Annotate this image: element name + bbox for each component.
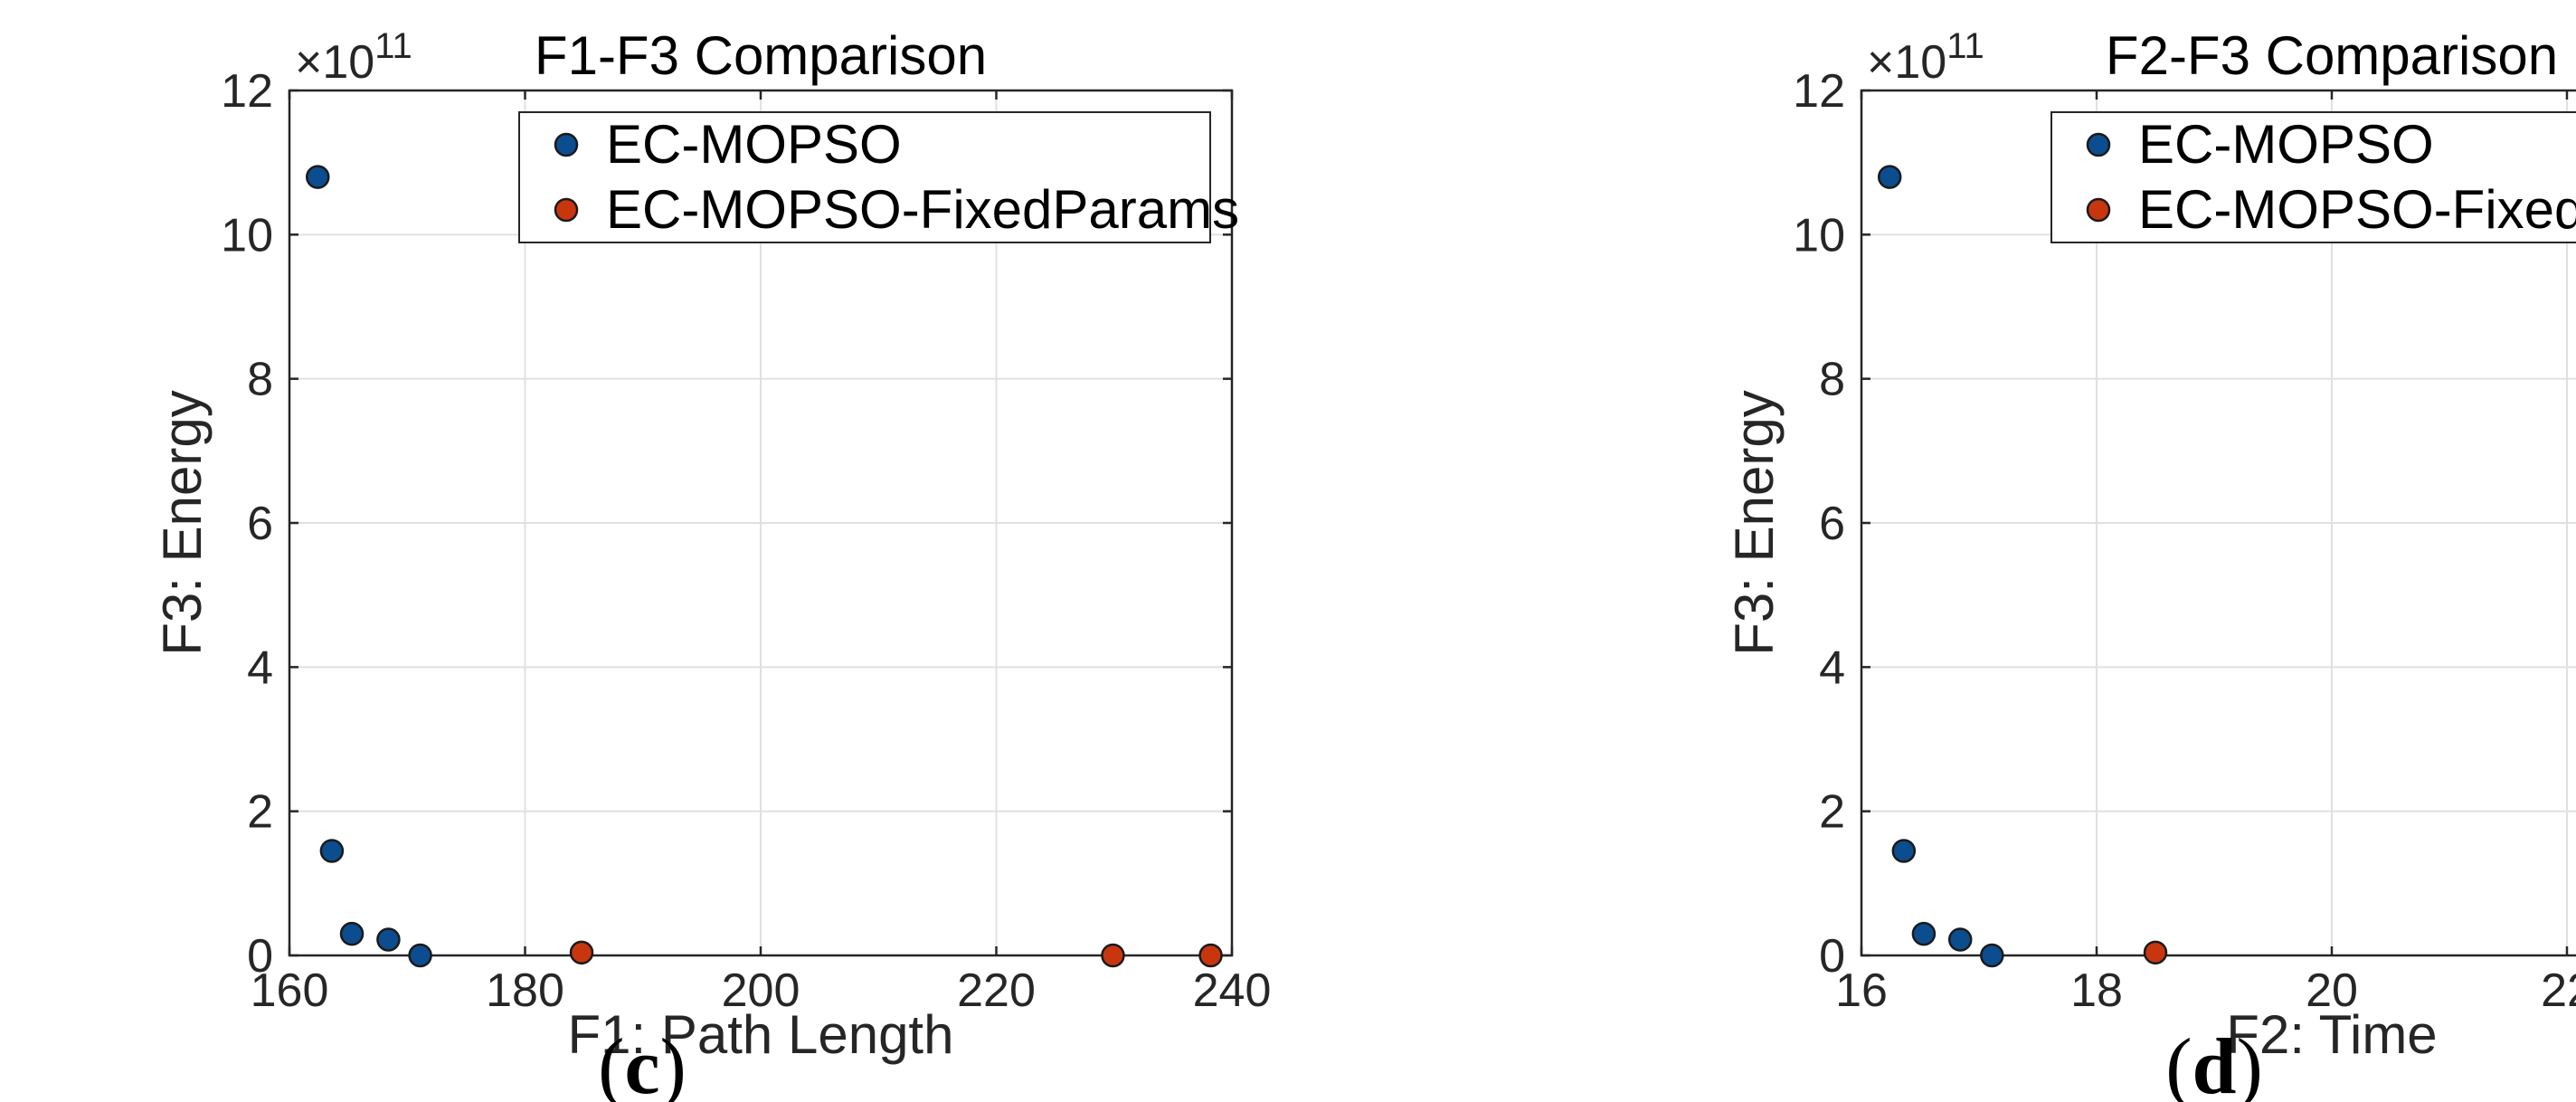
y-tick-label: 8 [247, 354, 273, 406]
data-point [1980, 943, 2004, 968]
legend-marker [554, 132, 579, 157]
x-axis-title: F2: Time [2226, 1004, 2437, 1065]
y-tick-label: 2 [1819, 786, 1845, 839]
y-multiplier: ×1011 [295, 26, 412, 89]
panel-label-close: ) [2236, 1023, 2262, 1102]
data-point [1101, 943, 1125, 968]
y-tick-label: 4 [1819, 641, 1845, 694]
y-multiplier-base: ×10 [1867, 36, 1946, 89]
series-1 [2143, 940, 2168, 965]
y-tick-label: 12 [1793, 65, 1845, 118]
legend-box [518, 111, 1211, 243]
y-tick-label: 4 [247, 641, 273, 694]
y-axis-title: F3: Energy [152, 390, 213, 655]
data-point [319, 839, 345, 863]
x-tick-label: 16 [1835, 964, 1888, 1017]
data-point [339, 921, 365, 946]
y-tick-label: 0 [247, 930, 273, 983]
x-axis-title: F1: Path Length [568, 1004, 954, 1065]
y-tick-label: 10 [1793, 209, 1845, 261]
data-point [569, 940, 594, 965]
data-point [1198, 943, 1223, 968]
data-point [408, 943, 432, 968]
y-tick-label: 6 [1819, 498, 1845, 550]
data-point [306, 165, 330, 189]
x-tick-label: 18 [2070, 964, 2123, 1017]
legend-marker [2086, 197, 2111, 223]
x-tick-label: 180 [486, 964, 564, 1017]
y-multiplier: ×1011 [1867, 26, 1984, 89]
y-multiplier-base: ×10 [295, 36, 374, 89]
x-tick-label: 20 [2306, 964, 2358, 1017]
x-tick-label: 240 [1193, 964, 1272, 1017]
panel-label-open: ( [598, 1023, 624, 1102]
chart-panel-c: 160 180 200 220 240 0 2 4 6 8 10 12 ×1011 F1-F3 Compa… [152, 25, 1271, 1102]
panel-label-letter: d [2192, 1023, 2237, 1102]
legend-marker [554, 197, 579, 223]
legend-label: EC-MOPSO [606, 114, 902, 175]
y-tick-label: 6 [247, 498, 273, 550]
panel-label: (d) [2165, 1023, 2263, 1102]
y-multiplier-exponent: 11 [1946, 26, 1984, 66]
y-tick-label: 10 [221, 209, 273, 261]
y-tick-label: 12 [221, 65, 273, 118]
series-1 [569, 940, 1223, 968]
x-tick-label: 200 [722, 964, 800, 1017]
legend-box [2050, 111, 2576, 243]
data-point [376, 927, 401, 952]
data-point [2143, 940, 2168, 965]
panel-label-close: ) [660, 1023, 687, 1102]
x-tick-label: 22 [2541, 964, 2576, 1017]
data-point [1947, 927, 1973, 952]
chart-title: F2-F3 Comparison [2106, 25, 2558, 86]
panel-label-letter: c [624, 1023, 659, 1102]
data-point [1891, 839, 1917, 863]
legend-marker [2086, 132, 2111, 157]
y-tick-label: 2 [247, 786, 273, 839]
y-tick-label: 8 [1819, 354, 1845, 406]
chart-title: F1-F3 Comparison [535, 25, 987, 86]
panel-label-open: ( [2165, 1023, 2192, 1102]
data-point [1911, 921, 1937, 946]
legend-label: EC-MOPSO [2138, 114, 2434, 175]
y-axis-title: F3: Energy [1724, 390, 1785, 655]
x-tick-label: 160 [251, 964, 329, 1017]
series-0 [306, 165, 432, 968]
data-point [1877, 165, 1902, 189]
y-tick-label: 0 [1819, 930, 1845, 983]
panel-label: (c) [598, 1023, 687, 1102]
legend-label: EC-MOPSO-FixedParams [2138, 179, 2576, 240]
y-multiplier-exponent: 11 [374, 26, 412, 66]
legend-label: EC-MOPSO-FixedParams [606, 179, 1239, 240]
series-0 [1877, 165, 2004, 968]
x-tick-label: 220 [957, 964, 1036, 1017]
